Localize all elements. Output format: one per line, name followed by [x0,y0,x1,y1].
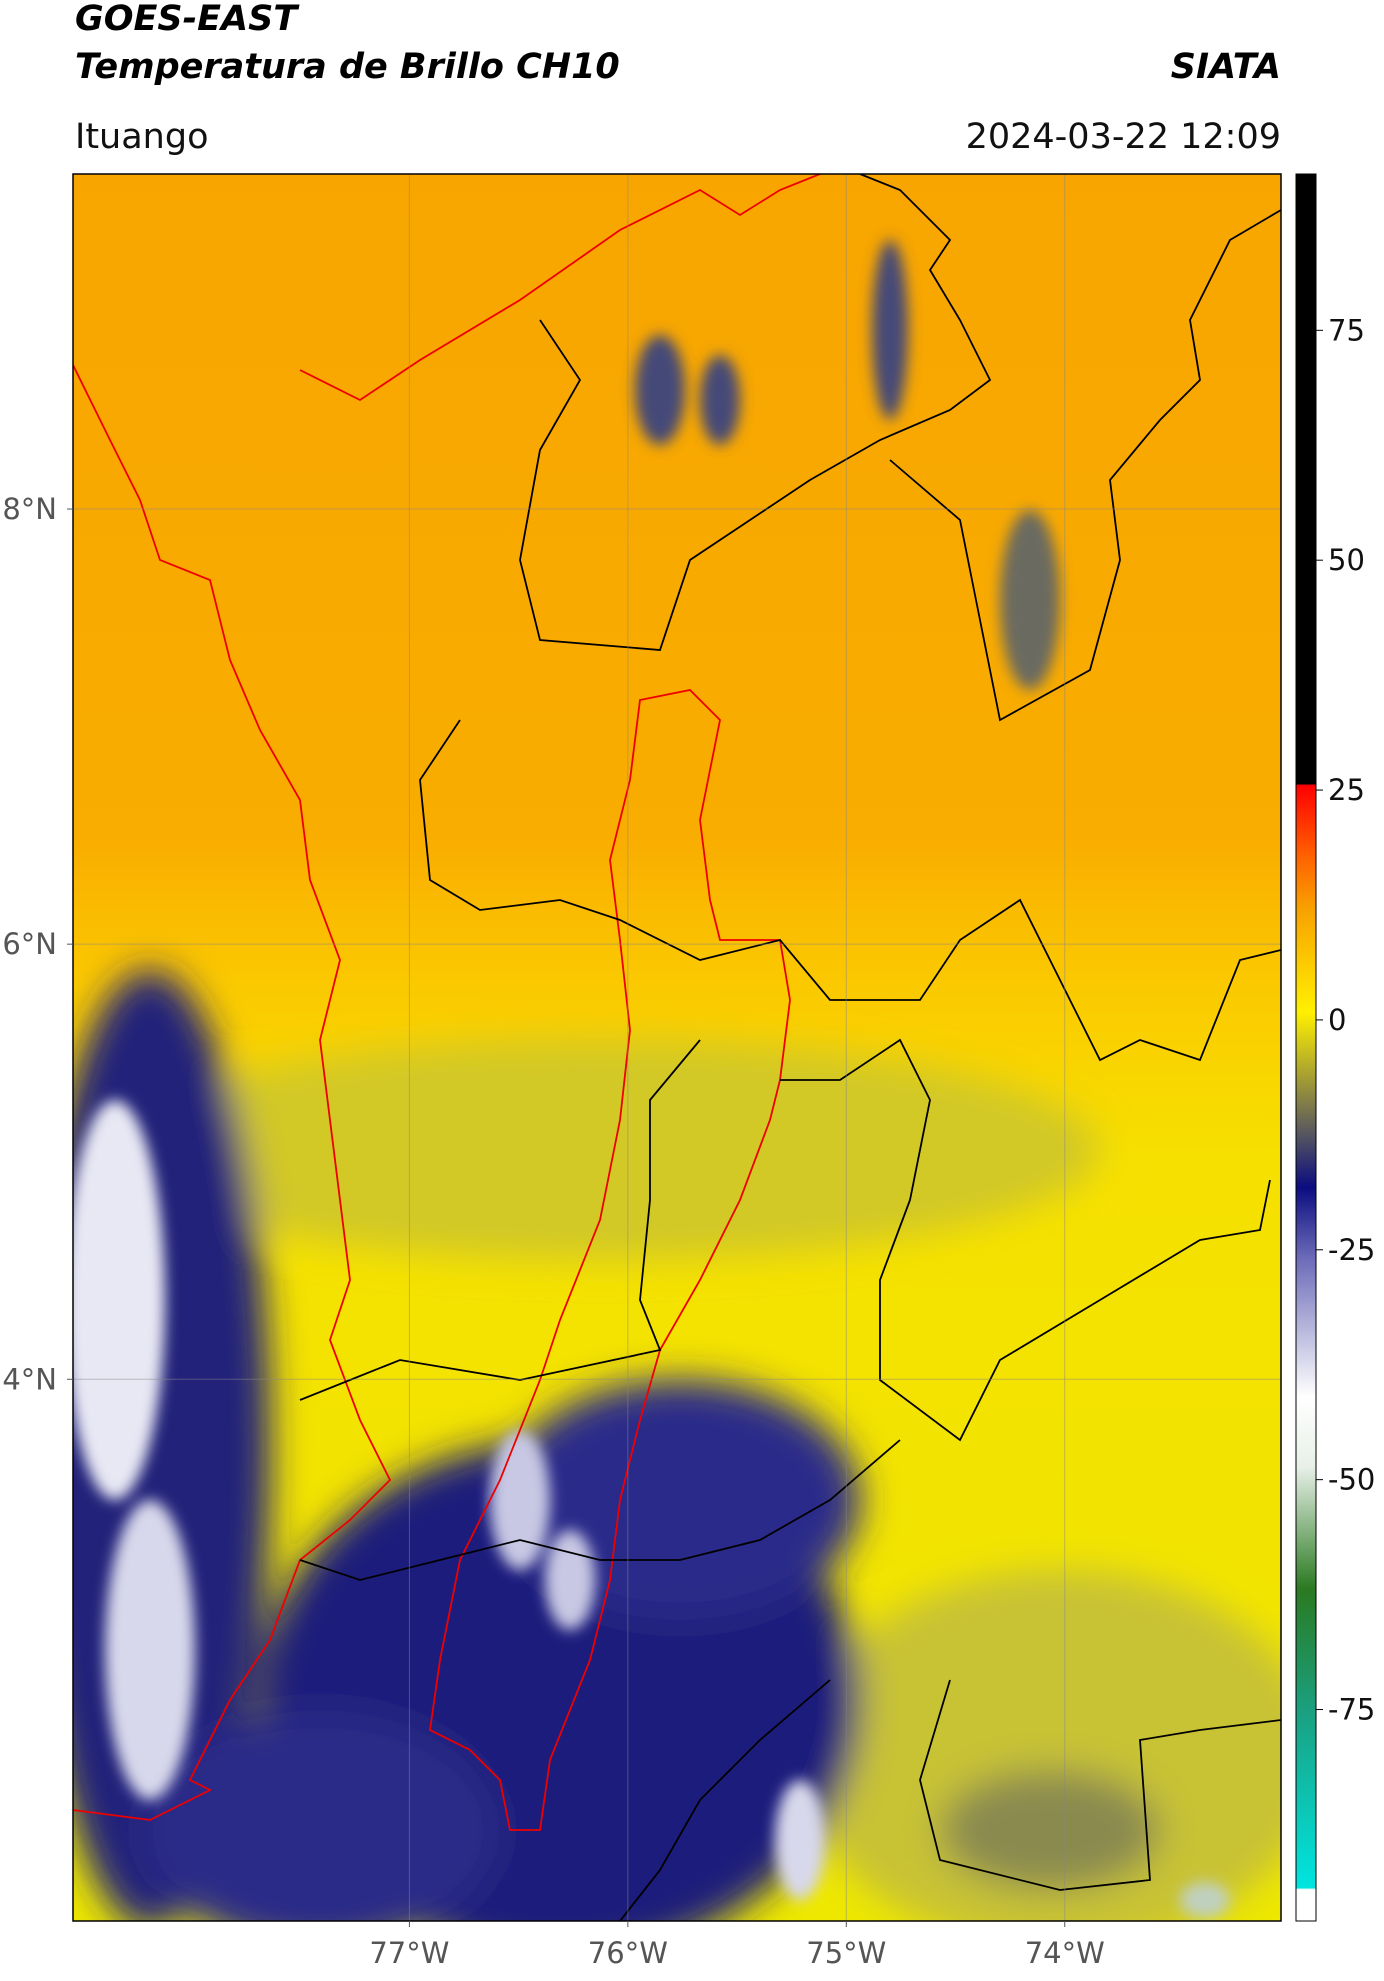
department-border [299,1439,901,1581]
cloud-white [73,1100,165,1500]
y-tick-label: 8°N [2,492,57,526]
cloud-olive [100,1040,1100,1260]
grid [73,174,1281,1921]
cloud-streak [635,335,685,445]
y-tick-label: 4°N [2,1362,57,1396]
map-frame [72,173,1282,1922]
department-border [299,1039,701,1401]
cloud-white [775,1780,825,1900]
colorbar-tick-label: -50 [1328,1463,1375,1497]
colorbar-tick-label: 75 [1328,313,1365,347]
colorbar-tick-label: 0 [1328,1003,1346,1037]
cloud-white [1180,1882,1230,1918]
x-tick-label: 75°W [806,1936,886,1970]
cloud-grey [940,1770,1160,1890]
basin-outline [429,689,791,1831]
x-tick-label: 76°W [588,1936,668,1970]
department-border [919,1679,1281,1891]
cloud-streak [872,240,908,420]
cloud-blue [140,1710,500,1921]
cloud-white [105,1500,195,1800]
cloud-olive [800,1570,1281,1921]
department-border [419,719,1281,1062]
department-border [780,1038,1271,1442]
x-tick-label: 77°W [369,1936,449,1970]
colorbar-tick-label: 25 [1328,773,1365,807]
colorbar [1295,173,1317,1922]
subtitle: Temperatura de Brillo CH10 [75,47,620,87]
title: GOES-EAST [75,0,300,39]
department-border [619,1679,831,1921]
department-border [889,209,1281,722]
colorbar-tick-label: 50 [1328,543,1365,577]
colorbar-tick-label: -75 [1328,1693,1375,1727]
coastline [73,364,392,1821]
cloud-cores [73,240,1230,1918]
cloud-streak [1000,510,1060,690]
cloud-streak [700,355,740,445]
region: Ituango [75,117,209,157]
coastline [299,174,821,402]
cloud-white [490,1430,550,1570]
satellite-image [73,174,1281,1921]
department-border [519,174,992,651]
cloud-white [545,1530,595,1630]
x-tick-label: 74°W [1025,1936,1105,1970]
colorbar-tick-label: -25 [1328,1233,1375,1267]
y-tick-label: 6°N [2,927,57,961]
source: SIATA [1171,47,1281,87]
timestamp: 2024-03-22 12:09 [966,117,1281,157]
